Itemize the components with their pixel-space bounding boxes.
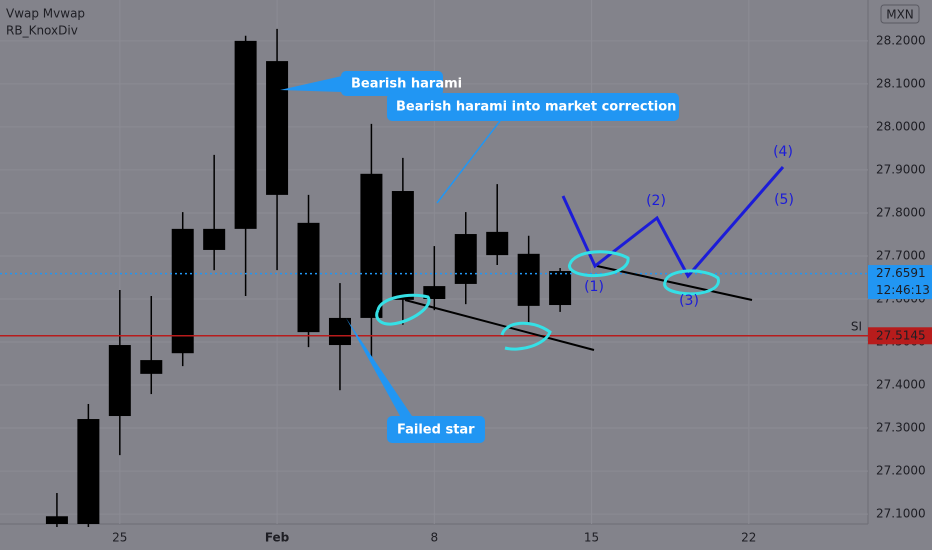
wave-label: (5) [774, 192, 794, 208]
candle-body [486, 231, 509, 256]
candle-body [45, 516, 68, 524]
candle-body [391, 191, 414, 300]
price-tag-label: 27.6591 [876, 266, 926, 280]
trend-line [596, 265, 753, 301]
annotation: Bearish harami into market correction [396, 100, 676, 115]
candle-body [140, 360, 163, 374]
wave-label: (2) [646, 193, 666, 209]
trend-line [404, 299, 595, 351]
wave-label: (1) [584, 279, 604, 295]
callout-pointer [436, 120, 501, 204]
y-tick-label: 28.1000 [876, 76, 926, 90]
callout-box [341, 71, 443, 96]
y-tick-label: 28.0000 [876, 119, 926, 133]
callout-pointer [346, 318, 412, 416]
x-tick-label: 22 [741, 531, 756, 545]
y-tick-label: 28.2000 [876, 33, 926, 47]
y-tick-label: 27.2000 [876, 464, 926, 478]
candle-body [203, 228, 226, 250]
y-tick-label: 27.4000 [876, 378, 926, 392]
y-tick-label: 27.7000 [876, 248, 926, 262]
callout-box [387, 93, 679, 121]
countdown: 12:46:13 [876, 283, 930, 297]
drawings [280, 71, 785, 443]
price-tag-label: 27.5145 [876, 328, 926, 342]
candle-body [297, 222, 320, 333]
candle-body [266, 61, 289, 195]
candle-body [454, 234, 477, 284]
annotation: Failed star [397, 423, 475, 438]
x-tick-label: 15 [584, 531, 599, 545]
annotation: Bearish harami [351, 77, 462, 92]
circle-mark [568, 250, 630, 278]
indicator-label: Vwap Mvwap [6, 7, 85, 21]
y-tick-label: 27.1000 [876, 507, 926, 521]
indicator-label: RB_KnoxDiv [6, 24, 78, 38]
x-tick-label: 25 [112, 531, 127, 545]
wave-label: (4) [773, 144, 793, 160]
x-tick-label: Feb [265, 531, 290, 545]
callout-box [387, 416, 485, 443]
currency-button[interactable] [880, 4, 920, 24]
candle-body [517, 253, 540, 306]
candle-body [360, 173, 383, 318]
y-tick-label: 27.3000 [876, 421, 926, 435]
candle-body [549, 271, 572, 306]
price-tag [868, 265, 932, 300]
x-tick-label: 8 [430, 531, 438, 545]
candle-body [328, 317, 351, 346]
candle-body [171, 228, 194, 354]
currency-label: MXN [886, 8, 914, 22]
candle-body [234, 40, 257, 229]
wave-path [561, 166, 785, 279]
circle-mark [500, 321, 552, 351]
y-tick-label: 27.8000 [876, 205, 926, 219]
candle-body [77, 419, 100, 524]
wave-label: (3) [679, 293, 699, 309]
circle-mark [375, 293, 431, 326]
y-tick-label: 27.9000 [876, 162, 926, 176]
marks [0, 28, 868, 528]
price-tag [868, 327, 932, 345]
price-line-name: SI [851, 319, 862, 333]
callout-pointer [280, 76, 342, 92]
circle-mark [663, 269, 720, 296]
grid [0, 0, 868, 524]
candle-body [108, 345, 131, 417]
